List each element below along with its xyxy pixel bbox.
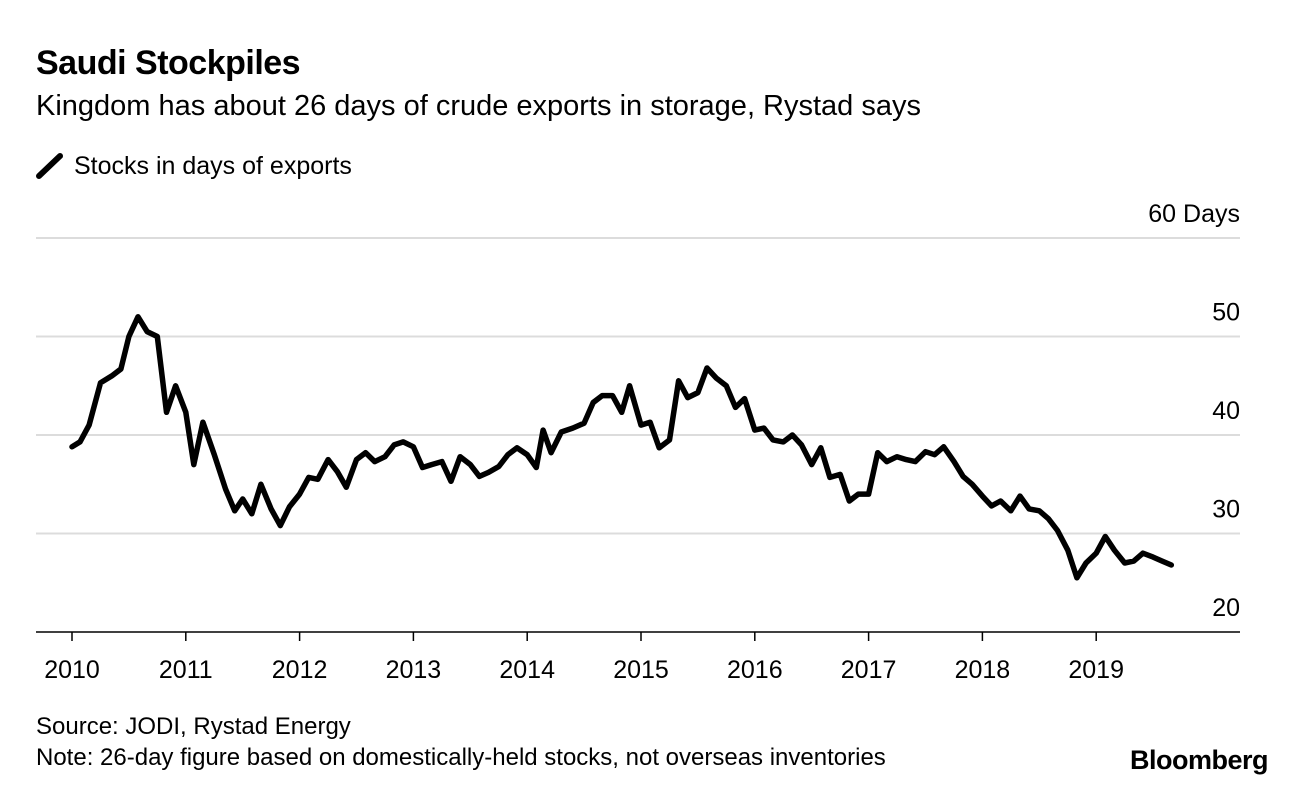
legend-swatch-icon <box>36 153 63 179</box>
x-tick-label: 2013 <box>386 656 442 684</box>
x-tick-label: 2017 <box>841 656 897 684</box>
footnote: Note: 26-day figure based on domesticall… <box>36 744 886 771</box>
y-tick-label: 60 Days <box>1148 200 1240 228</box>
bloomberg-logo: Bloomberg <box>1129 745 1269 775</box>
x-tick-label: 2010 <box>44 656 100 684</box>
chart-subtitle: Kingdom has about 26 days of crude expor… <box>36 90 921 122</box>
x-tick-label: 2014 <box>499 656 555 684</box>
footer-notes: Source: JODI, Rystad Energy Note: 26-day… <box>36 711 886 773</box>
x-tick-label: 2016 <box>727 656 783 684</box>
y-tick-label: 40 <box>1212 397 1240 425</box>
x-ticks: 2010 2011 2012 2013 2014 2015 2016 2017 2018 2019 <box>44 632 1124 684</box>
series-line-stocks <box>69 314 1175 581</box>
x-tick-label: 2015 <box>613 656 669 684</box>
y-tick-label: 50 <box>1212 299 1240 327</box>
x-tick-label: 2019 <box>1068 656 1124 684</box>
legend-label: Stocks in days of exports <box>74 151 352 180</box>
x-tick-label: 2012 <box>272 656 328 684</box>
x-tick-label: 2018 <box>955 656 1011 684</box>
legend: Stocks in days of exports <box>36 151 352 181</box>
y-tick-label: 20 <box>1212 594 1240 622</box>
source-note: Source: JODI, Rystad Energy <box>36 713 351 740</box>
y-tick-label: 30 <box>1212 496 1240 524</box>
x-tick-label: 2011 <box>159 656 213 684</box>
y-tick-labels: 20 30 40 50 60 Days <box>1148 200 1240 622</box>
gridlines <box>36 237 1240 535</box>
chart-title: Saudi Stockpiles <box>36 44 301 82</box>
